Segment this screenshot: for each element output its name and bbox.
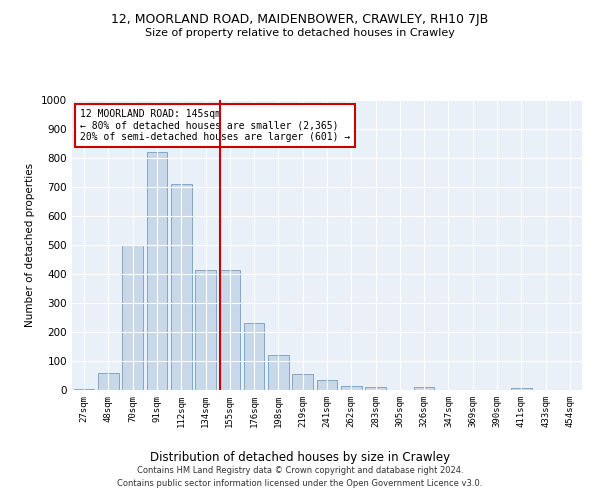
Bar bbox=[414, 386, 434, 390]
Text: Distribution of detached houses by size in Crawley: Distribution of detached houses by size … bbox=[150, 451, 450, 464]
Text: 12, MOORLAND ROAD, MAIDENBOWER, CRAWLEY, RH10 7JB: 12, MOORLAND ROAD, MAIDENBOWER, CRAWLEY,… bbox=[112, 12, 488, 26]
Text: Size of property relative to detached houses in Crawley: Size of property relative to detached ho… bbox=[145, 28, 455, 38]
Bar bbox=[74, 388, 94, 390]
Bar bbox=[511, 388, 532, 390]
Bar bbox=[317, 380, 337, 390]
Bar bbox=[171, 184, 191, 390]
Y-axis label: Number of detached properties: Number of detached properties bbox=[25, 163, 35, 327]
Bar bbox=[146, 152, 167, 390]
Bar bbox=[195, 270, 216, 390]
Text: Contains HM Land Registry data © Crown copyright and database right 2024.
Contai: Contains HM Land Registry data © Crown c… bbox=[118, 466, 482, 487]
Text: 12 MOORLAND ROAD: 145sqm
← 80% of detached houses are smaller (2,365)
20% of sem: 12 MOORLAND ROAD: 145sqm ← 80% of detach… bbox=[80, 108, 350, 142]
Bar bbox=[292, 374, 313, 390]
Bar bbox=[220, 270, 240, 390]
Bar bbox=[244, 324, 265, 390]
Bar bbox=[365, 386, 386, 390]
Bar bbox=[341, 386, 362, 390]
Bar bbox=[268, 355, 289, 390]
Bar bbox=[122, 245, 143, 390]
Bar bbox=[98, 372, 119, 390]
